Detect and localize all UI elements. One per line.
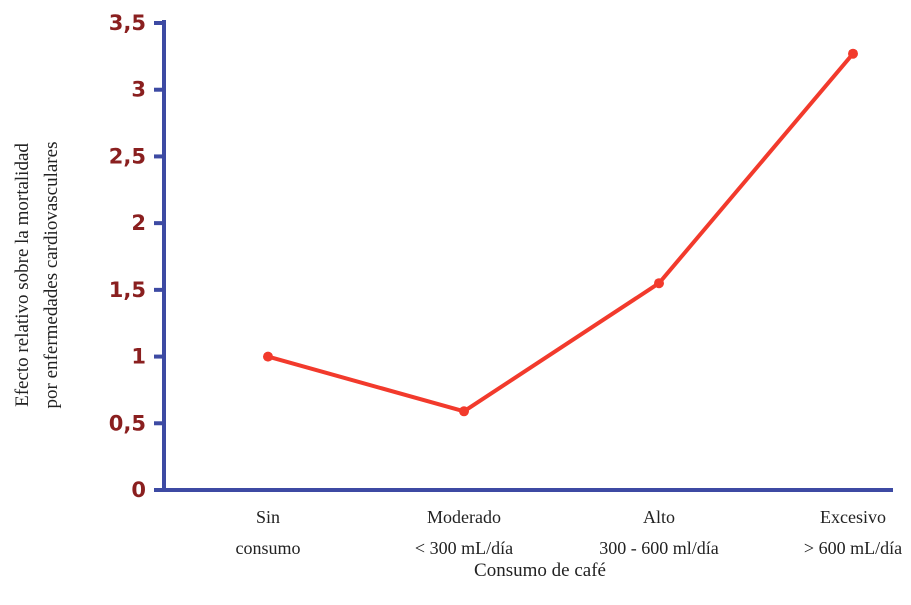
y-axis-title-line-1: Efecto relativo sobre la mortalidad bbox=[12, 143, 33, 407]
x-tick-label: Moderado bbox=[427, 507, 501, 527]
x-tick-label: 300 - 600 ml/día bbox=[599, 538, 719, 558]
y-axis-ticks: 0 0,5 1 1,5 2 2,5 3 3,5 bbox=[109, 11, 164, 502]
y-tick-label: 0 bbox=[131, 478, 146, 502]
y-tick-label: 1 bbox=[131, 345, 146, 369]
x-tick-label: < 300 mL/día bbox=[415, 538, 513, 558]
y-axis-title-line-2: por enfermedades cardiovasculares bbox=[41, 142, 62, 409]
x-tick-label: Excesivo bbox=[820, 507, 886, 527]
x-axis-title: Consumo de café bbox=[474, 560, 606, 581]
data-point bbox=[654, 278, 664, 289]
x-tick-label: > 600 mL/día bbox=[804, 538, 902, 558]
x-tick-label: consumo bbox=[236, 538, 301, 558]
data-point bbox=[263, 351, 273, 362]
y-tick-label: 1,5 bbox=[109, 278, 146, 302]
y-tick-label: 2,5 bbox=[109, 144, 146, 168]
series-line bbox=[266, 51, 855, 414]
y-tick-label: 3,5 bbox=[109, 11, 146, 35]
x-axis-ticks: Sin consumo Moderado < 300 mL/día Alto 300 - … bbox=[236, 507, 903, 558]
series-group bbox=[263, 48, 858, 417]
x-tick-label: Sin bbox=[256, 507, 280, 527]
y-tick-label: 3 bbox=[131, 78, 146, 102]
y-tick-label: 0,5 bbox=[109, 411, 146, 435]
y-tick-label: 2 bbox=[131, 211, 146, 235]
axes bbox=[162, 20, 893, 492]
data-point bbox=[459, 406, 469, 417]
x-tick-label: Alto bbox=[643, 507, 675, 527]
data-point bbox=[848, 48, 858, 59]
y-axis-title: Efecto relativo sobre la mortalidad por … bbox=[12, 142, 62, 409]
